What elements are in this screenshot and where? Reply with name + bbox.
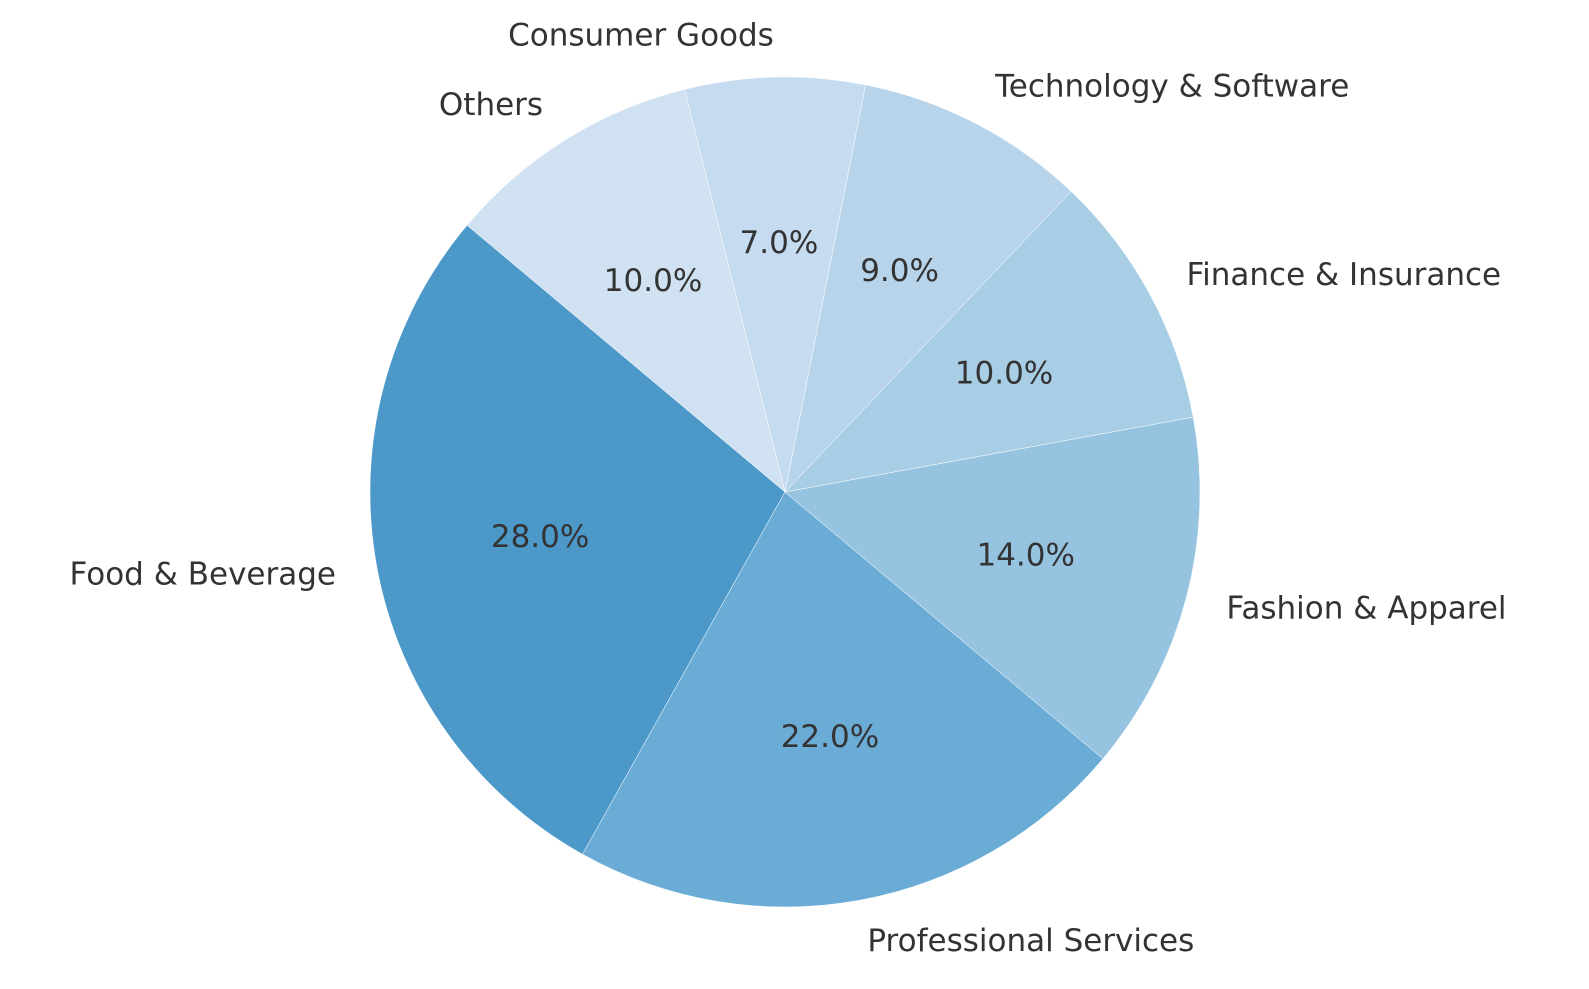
labels-layer: 28.0% Food & Beverage 22.0% Professional Se…: [70, 18, 1507, 959]
pie-percent-label-finance-and-insurance: 10.0%: [955, 356, 1053, 392]
pie-percent-label-technology-and-software: 9.0%: [860, 253, 939, 289]
pie-category-label-consumer-goods: Consumer Goods: [508, 18, 774, 54]
pie-percent-label-consumer-goods: 7.0%: [740, 225, 819, 261]
pie-percent-label-professional-services: 22.0%: [781, 719, 879, 755]
pie-slice-consumer-goods: [684, 76, 866, 493]
pie-percent-label-fashion-and-apparel: 14.0%: [976, 538, 1074, 574]
pie-slice-professional-services: [582, 491, 1104, 908]
pie-slice-food-and-beverage: [369, 224, 786, 855]
pie-slice-finance-and-insurance: [784, 191, 1194, 493]
pie-category-label-professional-services: Professional Services: [867, 923, 1194, 959]
pie-percent-label-food-and-beverage: 28.0%: [491, 519, 589, 555]
pie-category-label-others: Others: [439, 87, 543, 123]
pie-percent-label-others: 10.0%: [604, 263, 702, 299]
pie-category-label-finance-and-insurance: Finance & Insurance: [1187, 257, 1502, 293]
pie-slice-others: [466, 89, 786, 493]
pie-slice-fashion-and-apparel: [784, 416, 1201, 760]
slices-layer: [369, 76, 1201, 908]
pie-category-label-food-and-beverage: Food & Beverage: [70, 556, 336, 592]
pie-category-label-technology-and-software: Technology & Software: [994, 69, 1349, 105]
pie-category-label-fashion-and-apparel: Fashion & Apparel: [1226, 591, 1506, 627]
pie-slice-technology-and-software: [784, 84, 1072, 493]
